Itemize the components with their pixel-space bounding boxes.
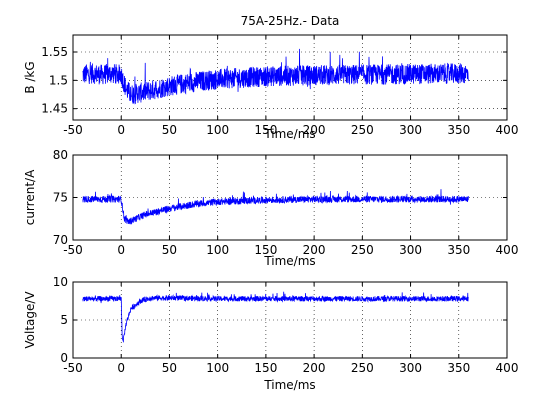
- x-tick-label: 50: [162, 243, 177, 257]
- x-tick-label: -50: [63, 361, 83, 375]
- panel-b-field: 75A-25Hz.- Data B /kG Time/ms -50 0 50 100 1…: [23, 14, 518, 141]
- x-tick-label: 150: [254, 243, 277, 257]
- y-tick-label: 70: [53, 233, 68, 247]
- x-tick-label: 100: [206, 243, 229, 257]
- panel-voltage: Voltage/V Time/ms -50 0 50 100 150 200 250 300 3…: [23, 275, 518, 392]
- x-tick-label: 100: [206, 361, 229, 375]
- x-tick-label: 150: [254, 361, 277, 375]
- x-tick-label: 300: [399, 243, 422, 257]
- x-tick-label: 250: [351, 361, 374, 375]
- x-tick-label: 350: [447, 361, 470, 375]
- series-line: [82, 48, 469, 105]
- x-tick-label: 400: [496, 361, 519, 375]
- x-tick-label: 250: [351, 123, 374, 137]
- x-tick-label: 50: [162, 361, 177, 375]
- plot-frame: [72, 34, 508, 121]
- y-axis-label: B /kG: [23, 61, 37, 93]
- x-tick-label: 400: [496, 123, 519, 137]
- series-line: [82, 291, 469, 343]
- x-tick-label: 0: [117, 361, 125, 375]
- x-tick-label: 0: [117, 243, 125, 257]
- y-tick-label: 10: [53, 275, 68, 289]
- y-tick-label: 1.45: [41, 102, 68, 116]
- x-tick-label: 200: [303, 243, 326, 257]
- x-tick-label: 200: [303, 361, 326, 375]
- x-tick-label: -50: [63, 243, 83, 257]
- y-tick-label: 1.55: [41, 45, 68, 59]
- x-tick-label: 100: [206, 123, 229, 137]
- x-tick-label: 150: [254, 123, 277, 137]
- x-tick-label: 250: [351, 243, 374, 257]
- x-tick-label: 300: [399, 123, 422, 137]
- x-axis-label: Time/ms: [263, 127, 315, 141]
- y-tick-label: 0: [60, 351, 68, 365]
- x-axis-label: Time/ms: [263, 378, 315, 392]
- series-line: [82, 189, 469, 225]
- x-tick-label: 300: [399, 361, 422, 375]
- x-tick-label: -50: [63, 123, 83, 137]
- y-tick-label: 75: [53, 191, 68, 205]
- x-axis-label: Time/ms: [263, 254, 315, 268]
- x-tick-label: 350: [447, 243, 470, 257]
- y-axis-label: Voltage/V: [23, 291, 37, 349]
- x-tick-label: 200: [303, 123, 326, 137]
- x-tick-label: 350: [447, 123, 470, 137]
- chart-title: 75A-25Hz.- Data: [241, 14, 340, 28]
- y-tick-label: 1.5: [49, 73, 68, 87]
- y-tick-label: 5: [60, 313, 68, 327]
- panel-current: current/A Time/ms -50 0 50 100 150 200 250 300 3…: [23, 148, 518, 268]
- y-tick-label: 80: [53, 148, 68, 162]
- x-tick-label: 0: [117, 123, 125, 137]
- x-tick-label: 400: [496, 243, 519, 257]
- y-axis-label: current/A: [23, 169, 37, 225]
- x-tick-label: 50: [162, 123, 177, 137]
